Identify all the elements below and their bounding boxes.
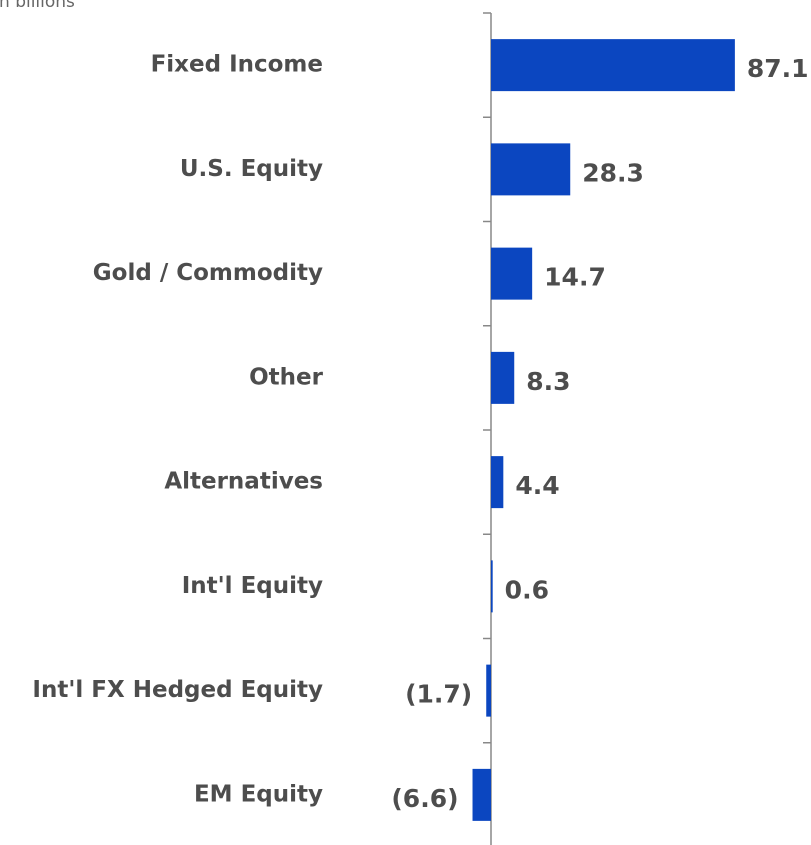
bar xyxy=(491,456,504,509)
value-label: 0.6 xyxy=(505,575,549,604)
category-label: U.S. Equity xyxy=(180,156,323,182)
bar xyxy=(491,247,533,300)
chart-subtitle: In billions xyxy=(0,0,75,12)
category-label: EM Equity xyxy=(194,781,323,807)
value-label: 14.7 xyxy=(544,263,606,292)
category-label: Gold / Commodity xyxy=(93,260,323,286)
value-label: (1.7) xyxy=(405,680,472,709)
category-label: Other xyxy=(249,364,324,390)
value-label: 87.1 xyxy=(747,54,809,83)
category-label: Int'l FX Hedged Equity xyxy=(32,677,323,703)
bar xyxy=(491,560,493,613)
category-label: Int'l Equity xyxy=(182,573,323,599)
value-label: 28.3 xyxy=(582,158,644,187)
bar xyxy=(491,143,571,196)
category-label: Fixed Income xyxy=(151,52,323,78)
bar xyxy=(491,351,515,404)
value-label: 8.3 xyxy=(526,367,570,396)
category-label: Alternatives xyxy=(164,469,323,495)
value-label: (6.6) xyxy=(391,784,458,813)
bar xyxy=(491,39,735,92)
value-label: 4.4 xyxy=(515,471,559,500)
bar xyxy=(486,664,491,717)
bar xyxy=(472,768,491,821)
